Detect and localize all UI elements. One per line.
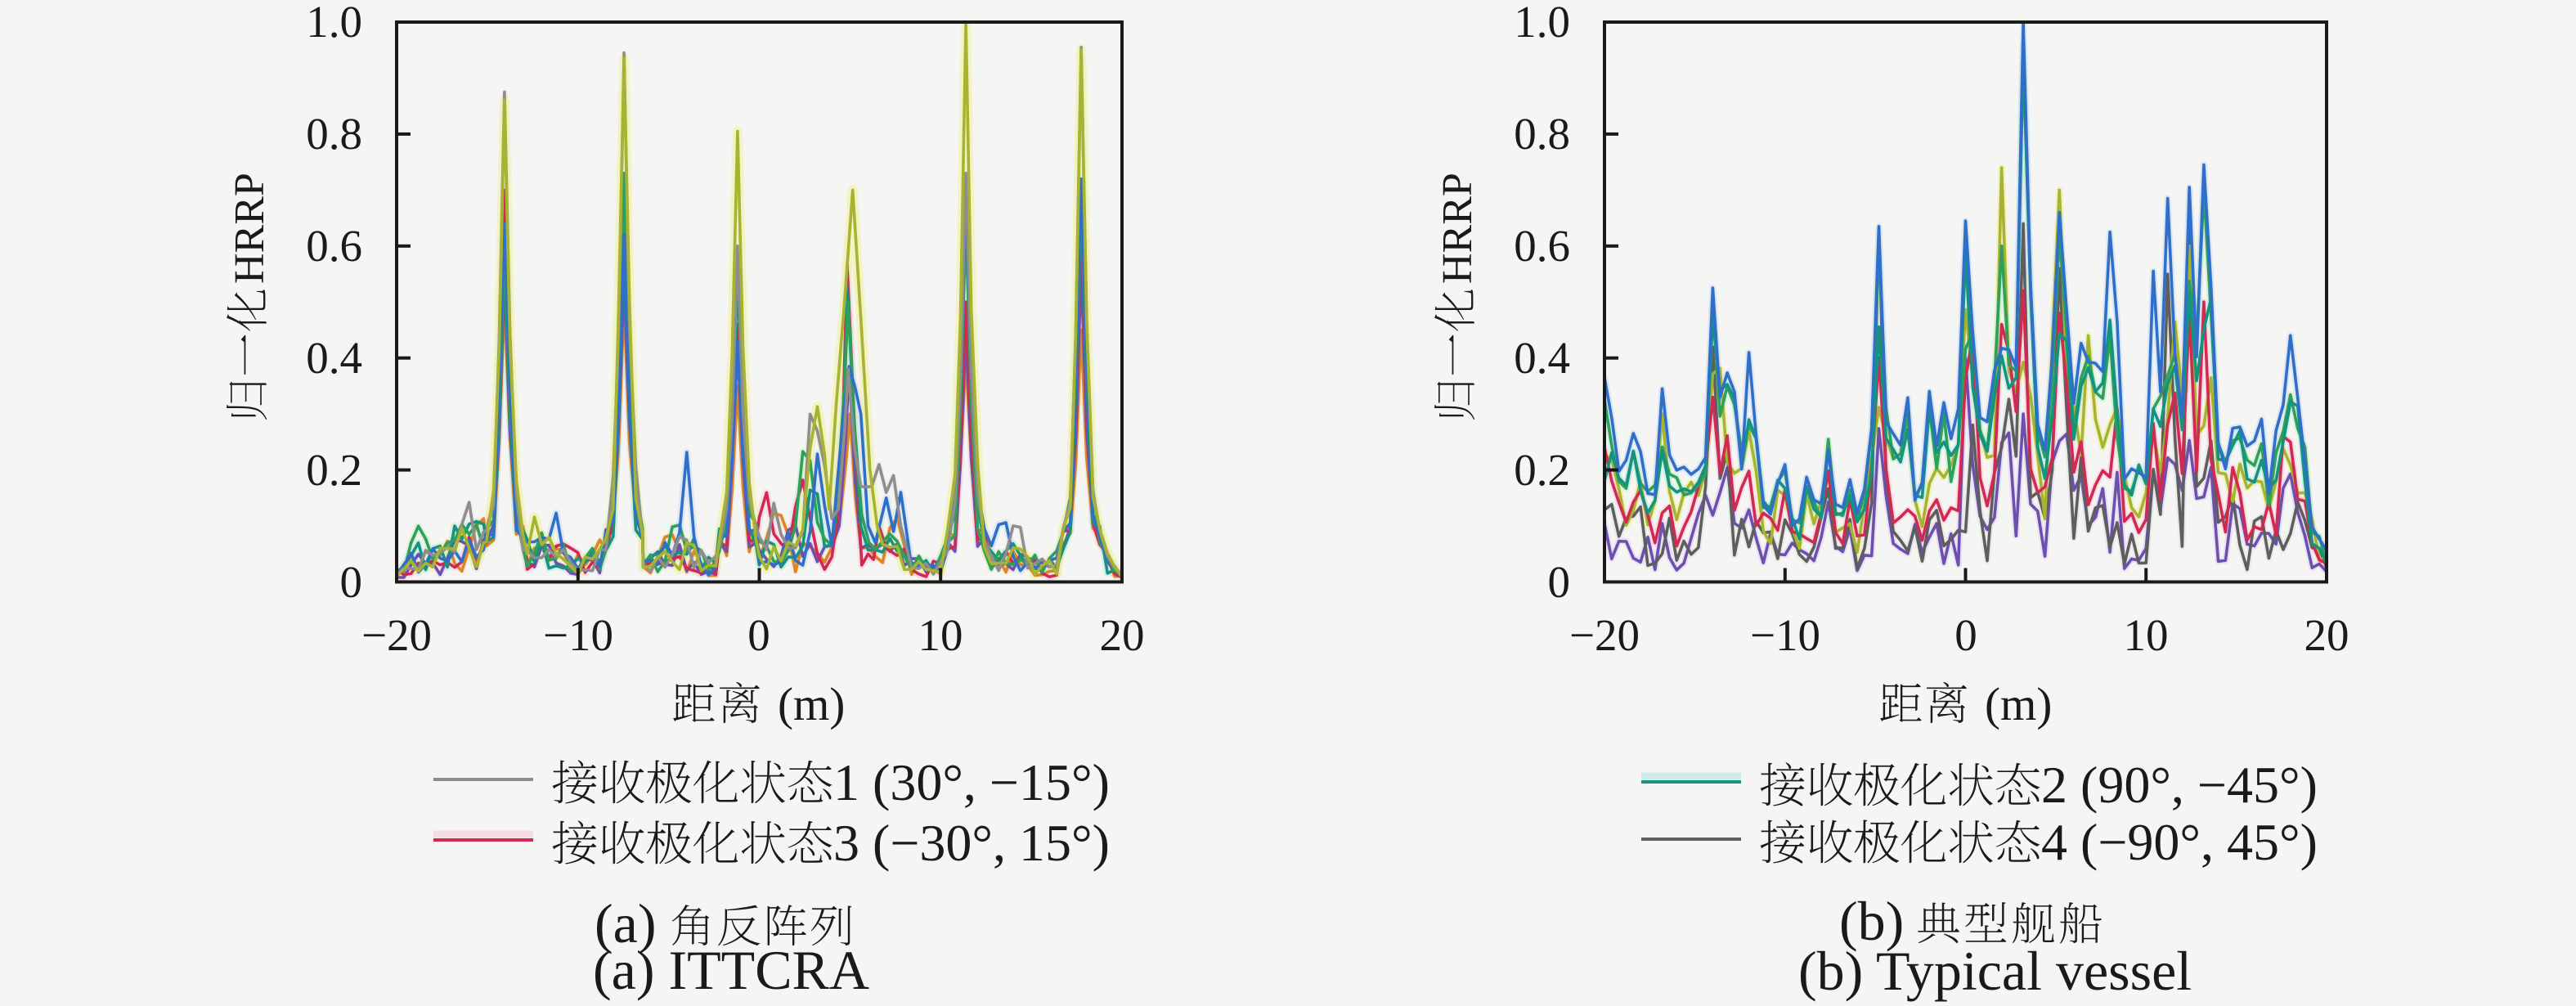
svg-text:1.0: 1.0	[1514, 0, 1570, 47]
svg-text:(m): (m)	[1985, 679, 2052, 730]
svg-text:2 (90°, −45°): 2 (90°, −45°)	[2041, 756, 2318, 814]
svg-text:0.2: 0.2	[306, 445, 362, 495]
svg-text:4 (−90°, 45°): 4 (−90°, 45°)	[2041, 813, 2318, 871]
svg-text:3 (−30°, 15°): 3 (−30°, 15°)	[833, 814, 1110, 872]
svg-text:(m): (m)	[778, 679, 845, 730]
svg-text:0: 0	[747, 610, 770, 660]
svg-text:10: 10	[2124, 610, 2169, 660]
svg-text:20: 20	[1100, 610, 1145, 660]
svg-text:0: 0	[1548, 557, 1571, 607]
svg-text:(a) ITTCRA: (a) ITTCRA	[593, 939, 869, 1001]
svg-text:HRRP: HRRP	[227, 173, 273, 284]
svg-text:1.0: 1.0	[306, 0, 362, 47]
svg-text:(b) Typical vessel: (b) Typical vessel	[1798, 940, 2192, 1002]
svg-text:−20: −20	[361, 610, 432, 660]
svg-text:0: 0	[340, 557, 363, 607]
svg-text:0.4: 0.4	[306, 333, 362, 383]
svg-text:0.8: 0.8	[306, 109, 362, 159]
svg-text:1 (30°, −15°): 1 (30°, −15°)	[833, 753, 1110, 811]
svg-text:0.6: 0.6	[1514, 221, 1570, 271]
svg-text:(b): (b)	[1839, 890, 1904, 952]
svg-text:0.6: 0.6	[306, 221, 362, 271]
svg-text:0.4: 0.4	[1514, 333, 1570, 383]
svg-text:(a): (a)	[595, 892, 656, 954]
svg-text:−10: −10	[543, 610, 613, 660]
svg-text:0.2: 0.2	[1514, 445, 1570, 495]
svg-text:−20: −20	[1569, 610, 1640, 660]
svg-text:HRRP: HRRP	[1434, 173, 1481, 284]
svg-text:0: 0	[1954, 610, 1977, 660]
svg-text:0.8: 0.8	[1514, 109, 1570, 159]
svg-text:−10: −10	[1750, 610, 1820, 660]
svg-text:10: 10	[918, 610, 963, 660]
svg-text:20: 20	[2304, 610, 2349, 660]
